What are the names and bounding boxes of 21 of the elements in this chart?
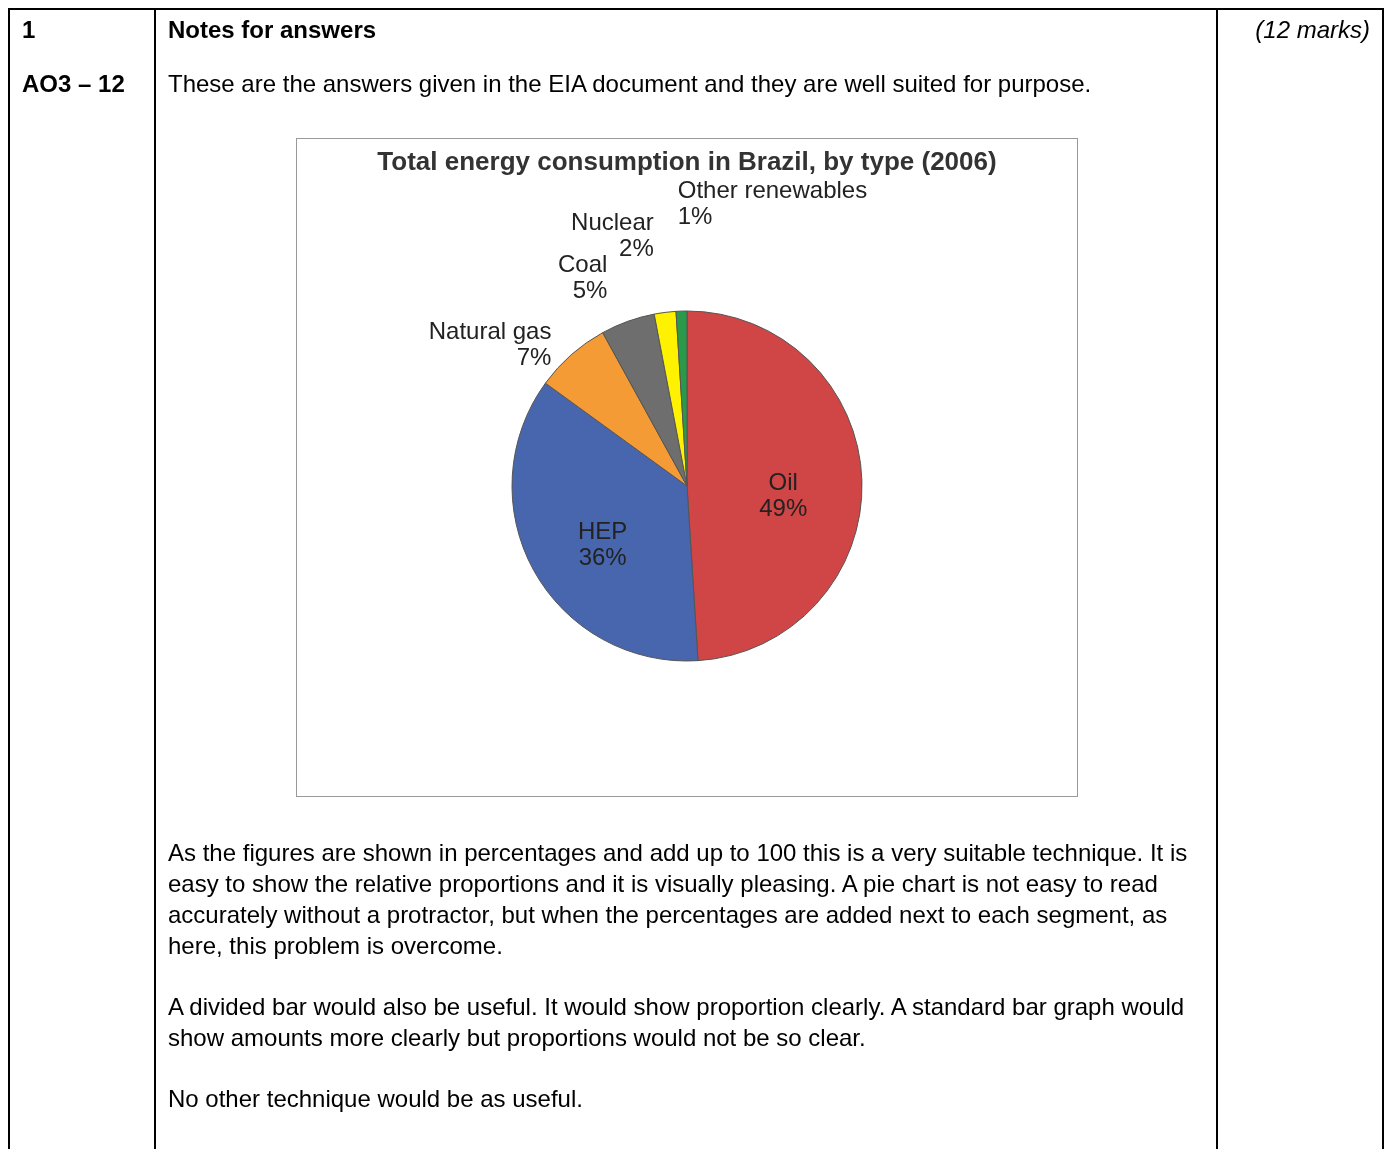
slice-label: Coal [558, 249, 608, 277]
slice-label: Natural gas [428, 317, 552, 345]
text: No other technique would be as useful. [168, 1084, 584, 1114]
data-label: 2% [619, 234, 654, 262]
text: (12 marks) [1217, 9, 1383, 50]
data-label: 49% [759, 493, 808, 521]
text: These are the answers given in the EIA document and they are well suited for purpose. [168, 70, 1093, 98]
text: Notes for answers [155, 9, 1217, 50]
text: As the figures are shown in percentages and add up to 100 this is a very suitable technique. It is easy to show the relative proportions and it is visually pleasing. A pie chart is not easy to read accurately without a protractor, but when the percentages are added next to each segment, as here, this problem is overcome. [168, 838, 1189, 961]
slice-label: Nuclear [571, 208, 654, 236]
slice-label: Other renewables [677, 176, 868, 204]
data-label: 1% [677, 202, 713, 230]
slice-label: HEP [577, 517, 628, 545]
text: AO3 – 12 [9, 50, 155, 1149]
text: A divided bar would also be useful. It would show proportion clearly. A standard bar graph would show amounts more clearly but proportions would not be so clear. [168, 992, 1186, 1053]
data-label: 5% [572, 275, 608, 303]
chart-title: Total energy consumption in Brazil, by type (2006) [377, 146, 997, 177]
slice-label: Oil [768, 467, 798, 495]
data-label: 7% [516, 343, 552, 371]
data-label: 36% [578, 543, 627, 571]
text: 1 [9, 9, 155, 50]
